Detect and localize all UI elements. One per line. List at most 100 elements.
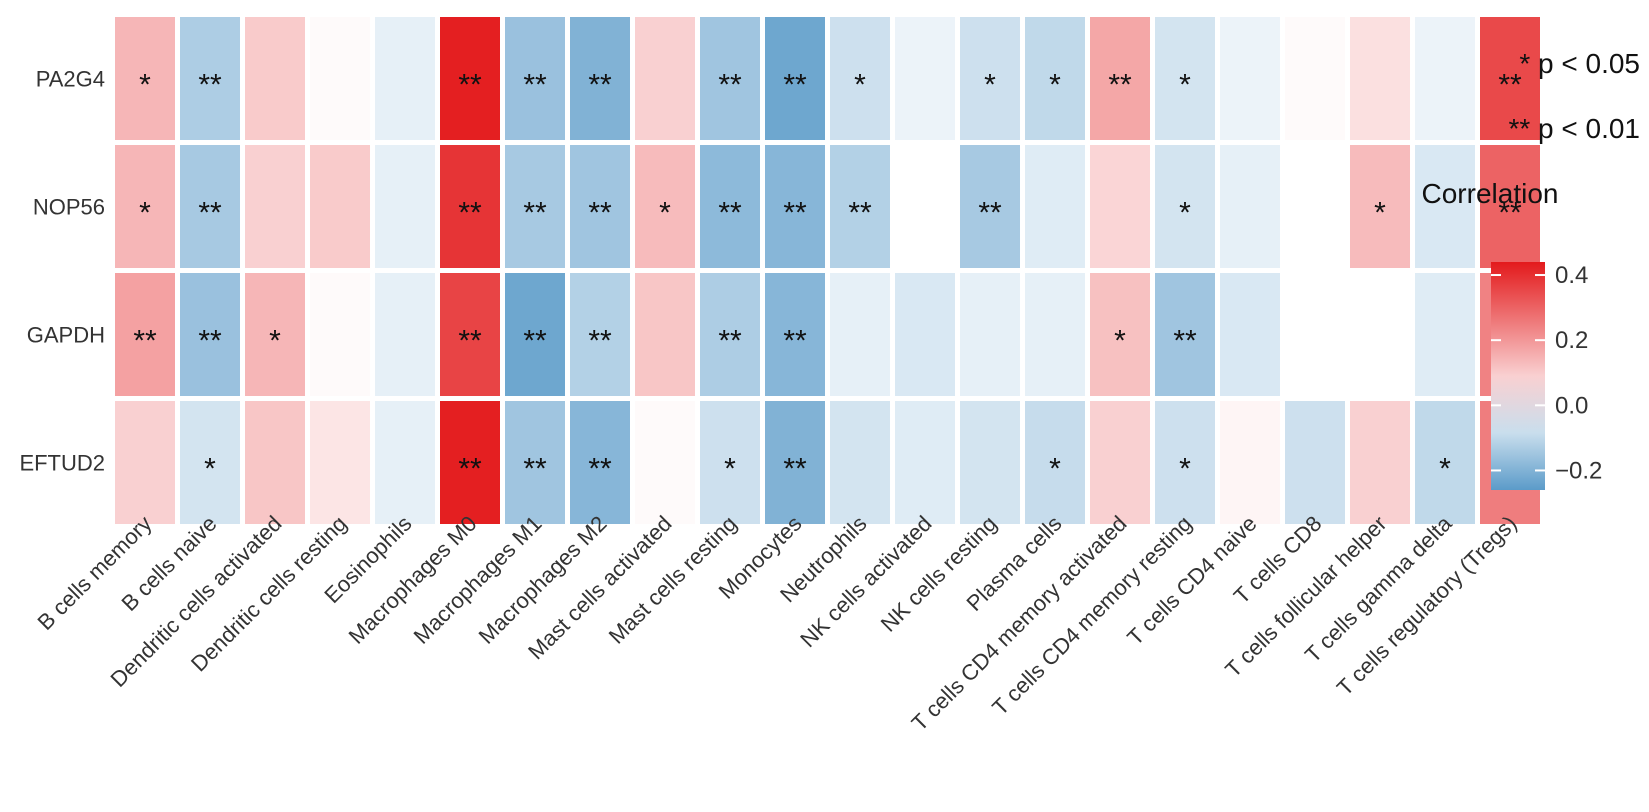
row-labels: PA2G4 NOP56 GAPDH EFTUD2 [19, 67, 105, 476]
significance-mark: ** [458, 325, 482, 358]
row-label: PA2G4 [36, 67, 105, 92]
heatmap-cell [830, 401, 890, 524]
significance-mark: * [1179, 453, 1191, 486]
heatmap-cell [1155, 145, 1215, 268]
heatmap-cell [115, 401, 175, 524]
significance-mark: * [1439, 453, 1451, 486]
heatmap-cell [830, 273, 890, 396]
significance-mark: ** [783, 325, 807, 358]
heatmap-cell [830, 145, 890, 268]
heatmap-cell [1350, 401, 1410, 524]
significance-mark: ** [588, 69, 612, 102]
heatmap-cell [245, 145, 305, 268]
heatmap-cell [310, 273, 370, 396]
heatmap-cell [505, 401, 565, 524]
significance-mark: ** [783, 69, 807, 102]
significance-mark: ** [1498, 69, 1522, 102]
significance-mark: ** [978, 197, 1002, 230]
heatmap-cell [115, 145, 175, 268]
heatmap-cell [1025, 273, 1085, 396]
heatmap-cell [180, 145, 240, 268]
heatmap-cell [1415, 401, 1475, 524]
color-bar-tick-label: −0.2 [1555, 457, 1602, 484]
significance-mark: ** [198, 325, 222, 358]
significance-mark: ** [523, 453, 547, 486]
heatmap-cell [375, 145, 435, 268]
significance-mark: * [1374, 197, 1386, 230]
heatmap-cell [375, 17, 435, 140]
heatmap-cell [440, 401, 500, 524]
heatmap-cell [700, 401, 760, 524]
heatmap-cell [375, 273, 435, 396]
heatmap-cell [1155, 273, 1215, 396]
heatmap-cell [570, 17, 630, 140]
color-legend-title: Correlation [1422, 178, 1559, 209]
heatmap-cell [895, 273, 955, 396]
heatmap-cell [1220, 145, 1280, 268]
significance-mark: ** [458, 69, 482, 102]
heatmap-cell [1090, 145, 1150, 268]
heatmap-cell [1350, 273, 1410, 396]
significance-marks: * ** ** ** ** ** ** * * * ** * *** ** ** ** ** * ** ** ** ** *… [133, 69, 1522, 486]
significance-mark: ** [588, 453, 612, 486]
heatmap-cell [440, 17, 500, 140]
significance-mark: * [1049, 453, 1061, 486]
heatmap-cell [765, 145, 825, 268]
heatmap-cell [310, 401, 370, 524]
heatmap-cell [375, 401, 435, 524]
significance-mark: ** [1498, 197, 1522, 230]
heatmap-cell [505, 17, 565, 140]
significance-mark: ** [198, 69, 222, 102]
heatmap-cell [960, 273, 1020, 396]
significance-mark: * [1114, 325, 1126, 358]
significance-mark: * [659, 197, 671, 230]
heatmap-cell [830, 17, 890, 140]
heatmap-cell [960, 401, 1020, 524]
significance-mark: * [854, 69, 866, 102]
heatmap-cell [700, 145, 760, 268]
heatmap-cell [1090, 17, 1150, 140]
significance-mark: ** [458, 453, 482, 486]
color-legend: Correlation 0.4 0.2 0.0 −0.2 [1422, 178, 1602, 490]
heatmap-cell [1415, 273, 1475, 396]
significance-mark: * [724, 453, 736, 486]
heatmap-cell [1350, 17, 1410, 140]
heatmap-cell [180, 17, 240, 140]
significance-mark: ** [848, 197, 872, 230]
heatmap-cell [1025, 401, 1085, 524]
heatmap-cell [1220, 273, 1280, 396]
significance-legend: * p < 0.05 ** p < 0.01 [1508, 48, 1640, 144]
heatmap-cell [765, 273, 825, 396]
color-bar-tick-label: 0.4 [1555, 262, 1588, 289]
heatmap-cell [1090, 401, 1150, 524]
significance-mark: * [984, 69, 996, 102]
heatmap-cell [635, 401, 695, 524]
heatmap-cell [1025, 145, 1085, 268]
heatmap-cell [440, 273, 500, 396]
column-label: B cells memory [33, 511, 157, 635]
significance-mark: * [139, 197, 151, 230]
significance-mark: * [139, 69, 151, 102]
significance-mark: ** [718, 197, 742, 230]
heatmap-cell [765, 17, 825, 140]
heatmap-cell [115, 273, 175, 396]
heatmap-cell [1220, 17, 1280, 140]
heatmap-cell [700, 17, 760, 140]
heatmap-cell [895, 17, 955, 140]
heatmap-cell [310, 145, 370, 268]
significance-mark: ** [1173, 325, 1197, 358]
heatmap-cell [440, 145, 500, 268]
significance-mark: * [204, 453, 216, 486]
heatmap-cell [1480, 17, 1540, 140]
significance-mark: ** [718, 69, 742, 102]
heatmap-cell [635, 145, 695, 268]
heatmap-cell [115, 17, 175, 140]
heatmap-cell [1285, 273, 1345, 396]
heatmap-cells [115, 17, 1540, 524]
heatmap-cell [245, 401, 305, 524]
sig-legend-single: * p < 0.05 [1519, 48, 1640, 79]
heatmap-cell [895, 401, 955, 524]
row-label: NOP56 [33, 195, 105, 220]
heatmap-cell [1350, 145, 1410, 268]
